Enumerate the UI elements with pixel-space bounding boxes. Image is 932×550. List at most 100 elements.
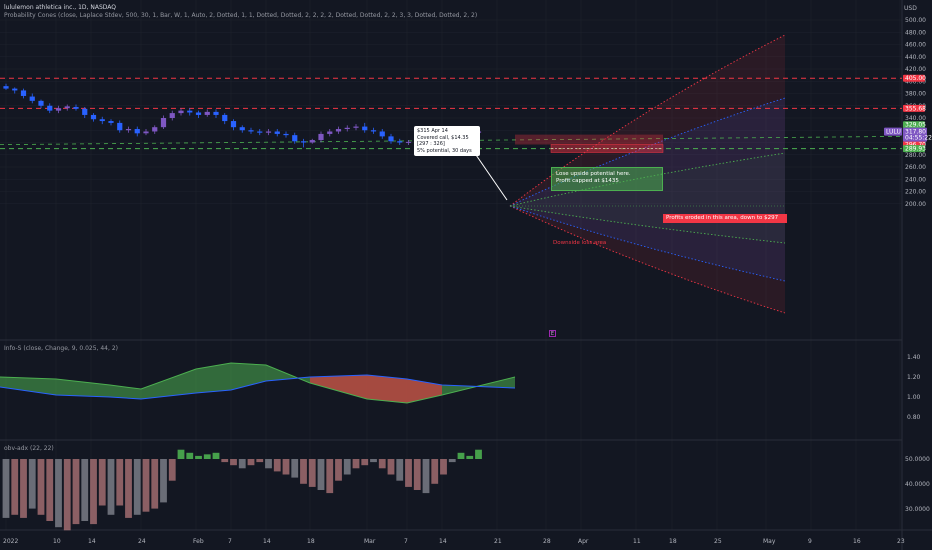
obv-bar [186, 452, 194, 459]
candle-body [20, 90, 27, 96]
candle-body [90, 114, 97, 120]
obv-bar [431, 459, 439, 484]
upside-line: Profit capped at $1435 [556, 178, 619, 184]
callout-box[interactable]: $315 Apr 14 Covered call, $14.35 [297 : … [414, 126, 480, 156]
time-tick-label: May [763, 538, 776, 545]
candle-body [309, 140, 315, 143]
price-tick-label: 460.00 [905, 42, 926, 49]
obv-bar [475, 449, 482, 459]
time-tick-label: 7 [228, 538, 232, 545]
cone-edge [509, 205, 786, 282]
price-axis[interactable]: 500.00 480.00 460.00 440.00 420.00 400.00 380.… [884, 17, 932, 513]
obv-bar [413, 459, 421, 490]
candle-body [344, 127, 350, 130]
eroded-label[interactable]: Profits eroded in this area, down to $29… [663, 214, 787, 223]
price-tag-label: 296.70 [905, 142, 926, 149]
obv-bar [28, 459, 36, 509]
obv-bar [151, 459, 159, 509]
candle-body [370, 130, 377, 132]
candle-body [178, 110, 184, 114]
obv-bar [46, 459, 54, 521]
obv-tick-label: 40.0000 [905, 481, 930, 488]
obv-bar [448, 459, 456, 463]
price-tick-label: 480.00 [905, 29, 926, 36]
price-tick-label: 380.00 [905, 91, 926, 98]
price-tick-label: 340.00 [905, 115, 926, 122]
candle-body [230, 121, 237, 128]
obv-bar [300, 459, 307, 484]
obv-bar [370, 459, 377, 463]
cone-edge [509, 97, 786, 207]
candle-body [204, 111, 210, 115]
candle-body [257, 131, 263, 133]
last-price-label: 317.80 [905, 129, 926, 136]
time-tick-label: 21 [494, 538, 502, 545]
earnings-marker[interactable]: E [549, 330, 556, 337]
info-s-tick-label: 1.00 [907, 394, 921, 401]
time-tick-label: 23 [897, 538, 905, 545]
upside-box[interactable]: Lose upside potential here. Profit cappe… [551, 167, 663, 191]
candle-body [38, 100, 44, 106]
obv-bar [378, 459, 386, 469]
obv-bar [273, 459, 281, 472]
obv-bar [387, 459, 395, 475]
time-tick-label: 16 [853, 538, 861, 545]
candle-body [187, 110, 193, 113]
time-tick-label: 18 [669, 538, 677, 545]
candle-body [327, 131, 333, 134]
obv-bar [107, 459, 115, 515]
obv-bar [11, 459, 19, 515]
candle-body [47, 105, 53, 111]
price-tick-label: 220.00 [905, 189, 926, 196]
candle-body [108, 121, 114, 123]
countdown-label: 04:55:22 [905, 135, 932, 142]
indicator-title: Probability Cones (close, Laplace Stdev,… [4, 12, 478, 19]
obv-bar [90, 459, 97, 525]
candle-body [143, 131, 149, 134]
symbol-tag [884, 127, 902, 136]
obv-bar [212, 452, 220, 459]
time-tick-label: 9 [808, 538, 812, 545]
obv-bar [265, 459, 272, 469]
time-tick-label: 10 [53, 538, 61, 545]
obv-bar [457, 452, 465, 459]
time-tick-label: Mar [364, 538, 376, 545]
obv-bar [133, 459, 141, 515]
obv-bar [308, 459, 316, 487]
candle-body [222, 114, 228, 122]
obv-bar [72, 459, 80, 525]
time-tick-label: 18 [307, 538, 315, 545]
eroded-zone [515, 134, 663, 145]
time-tick-label: 7 [404, 538, 408, 545]
time-axis[interactable]: 2022 10 14 24 Feb 7 14 18 Mar 7 14 21 28 Apr 11 18 25 May… [3, 538, 905, 545]
obv-bar [98, 459, 106, 506]
symbol-title: lululemon athletica inc., 1D, NASDAQ [4, 4, 116, 11]
price-tick-label: 440.00 [905, 54, 926, 61]
cone-edge [509, 205, 786, 244]
obv-bar [20, 459, 27, 518]
obv-bar [37, 459, 45, 515]
info-s-signal [0, 374, 516, 400]
candle-body [397, 141, 403, 143]
obv-bar [282, 459, 290, 475]
candle-body [265, 131, 272, 133]
candle-body [405, 141, 412, 143]
last-price-tag [903, 127, 927, 142]
price-tag-label: 329.05 [905, 122, 926, 129]
obv-bar [160, 459, 167, 503]
candle-body [152, 127, 158, 132]
time-tick-label: 24 [138, 538, 146, 545]
obv-bar [361, 459, 369, 466]
candle-body [388, 136, 394, 142]
info-s-tick-label: 1.20 [907, 374, 921, 381]
obv-bar [238, 459, 246, 469]
candle-body [274, 131, 280, 134]
obv-bar [195, 455, 202, 459]
price-tag [903, 104, 925, 112]
candle-body [134, 129, 140, 134]
candle-body [318, 133, 324, 141]
candle-body [362, 126, 368, 131]
candle-body [300, 141, 307, 143]
